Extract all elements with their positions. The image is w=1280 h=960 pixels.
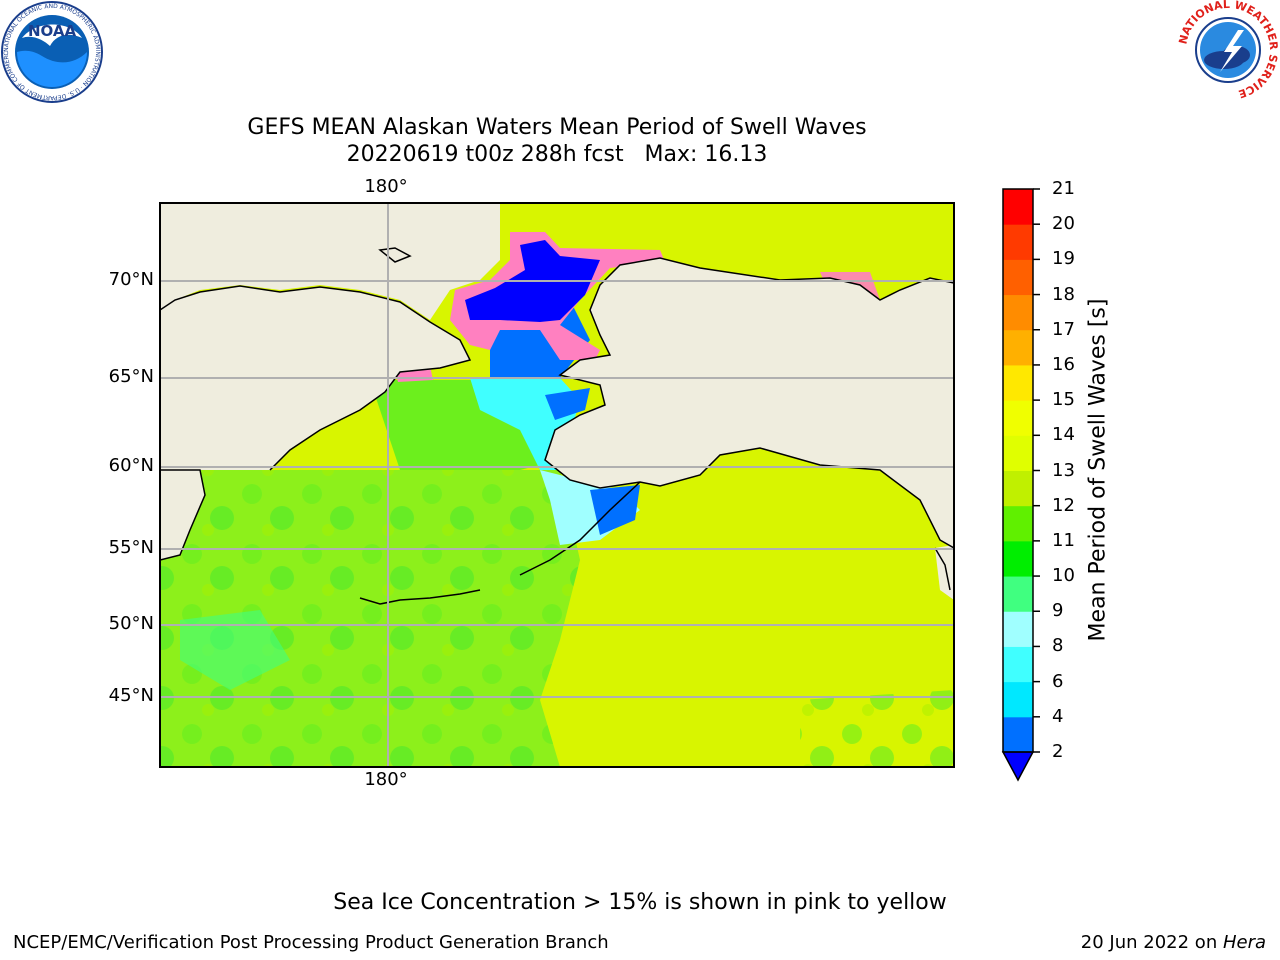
colorbar-segment <box>1003 400 1033 436</box>
title-line-2: 20220619 t00z 288h fcst Max: 16.13 <box>346 142 768 167</box>
colorbar-segment <box>1003 435 1033 471</box>
map-frame <box>159 202 955 768</box>
colorbar-title: Mean Period of Swell Waves [s] <box>1085 298 1111 642</box>
colorbar-segment <box>1003 259 1033 296</box>
colorbar-tick-label: 15 <box>1052 389 1075 411</box>
colorbar-segment <box>1003 681 1033 718</box>
colorbar-tick-label: 16 <box>1052 353 1075 375</box>
colorbar-segment <box>1003 540 1033 577</box>
colorbar-segment <box>1003 576 1033 612</box>
lon-label-top: 180° <box>364 176 408 197</box>
colorbar-segment <box>1003 470 1033 507</box>
colorbar-tick-label: 21 <box>1052 178 1075 199</box>
colorbar-segment <box>1003 646 1033 683</box>
chart-title: GEFS MEAN Alaskan Waters Mean Period of … <box>0 114 1114 168</box>
colorbar-segment <box>1003 364 1033 401</box>
colorbar-tick-label: 2 <box>1052 741 1064 762</box>
lat-label-50: 50°N <box>108 613 154 634</box>
colorbar-tick-label: 17 <box>1052 318 1075 340</box>
land-alaska <box>160 203 954 548</box>
title-line-1: GEFS MEAN Alaskan Waters Mean Period of … <box>247 115 867 140</box>
colorbar-tick-label: 13 <box>1052 459 1075 481</box>
footer-credit: NCEP/EMC/Verification Post Processing Pr… <box>13 932 609 953</box>
colorbar-tick-label: 11 <box>1052 529 1075 551</box>
colorbar-segment <box>1003 224 1033 260</box>
colorbar-segment <box>1003 189 1033 225</box>
colorbar-tick-label: 8 <box>1052 635 1064 657</box>
ocean-mottle-east <box>800 690 954 767</box>
noaa-logo-text: NOAA <box>28 22 77 40</box>
colorbar-segment <box>1003 716 1033 753</box>
colorbar-segment <box>1003 611 1033 647</box>
colorbar-segment <box>1003 505 1033 542</box>
footer-machine: Hera <box>1222 932 1266 953</box>
lat-label-65: 65°N <box>108 366 154 387</box>
ocean-band-9s <box>180 610 290 690</box>
noaa-logo: NATIONAL OCEANIC AND ATMOSPHERIC ADMINIS… <box>0 0 103 103</box>
colorbar-tick-label: 6 <box>1052 670 1064 692</box>
lat-label-55: 55°N <box>108 537 154 558</box>
footer-date-text: 20 Jun 2022 on <box>1080 932 1223 953</box>
lat-label-60: 60°N <box>108 455 154 476</box>
colorbar-tick-label: 18 <box>1052 283 1075 305</box>
colorbar-tick-label: 9 <box>1052 600 1064 622</box>
land-kamchatka <box>160 470 205 560</box>
sea-ice-note: Sea Ice Concentration > 15% is shown in … <box>333 890 947 915</box>
bristol-blue <box>590 485 640 535</box>
graticule <box>160 203 954 767</box>
colorbar-segment <box>1003 329 1033 366</box>
coastlines <box>160 247 954 605</box>
colorbar-tick-label: 4 <box>1052 705 1064 727</box>
footer-date: 20 Jun 2022 on Hera <box>1081 932 1266 953</box>
norton-blue <box>545 388 590 420</box>
colorbar-segment <box>1003 294 1033 331</box>
lat-label-45: 45°N <box>108 685 154 706</box>
colorbar <box>1001 188 1040 782</box>
nws-logo: NATIONAL WEATHER SERVICE <box>1176 0 1280 100</box>
lon-label-bottom: 180° <box>364 769 408 790</box>
colorbar-tick-label: 12 <box>1052 494 1075 516</box>
colorbar-tick-label: 10 <box>1052 565 1075 587</box>
land-siberia-north <box>160 203 500 320</box>
ocean-mottle-west <box>160 470 580 767</box>
colorbar-tick-label: 14 <box>1052 424 1075 446</box>
colorbar-under-arrow <box>1001 751 1035 782</box>
colorbar-tick-label: 19 <box>1052 248 1075 270</box>
land-wrangel <box>360 243 378 258</box>
colorbar-tick-label: 20 <box>1052 213 1075 235</box>
lat-label-70: 70°N <box>108 269 154 290</box>
